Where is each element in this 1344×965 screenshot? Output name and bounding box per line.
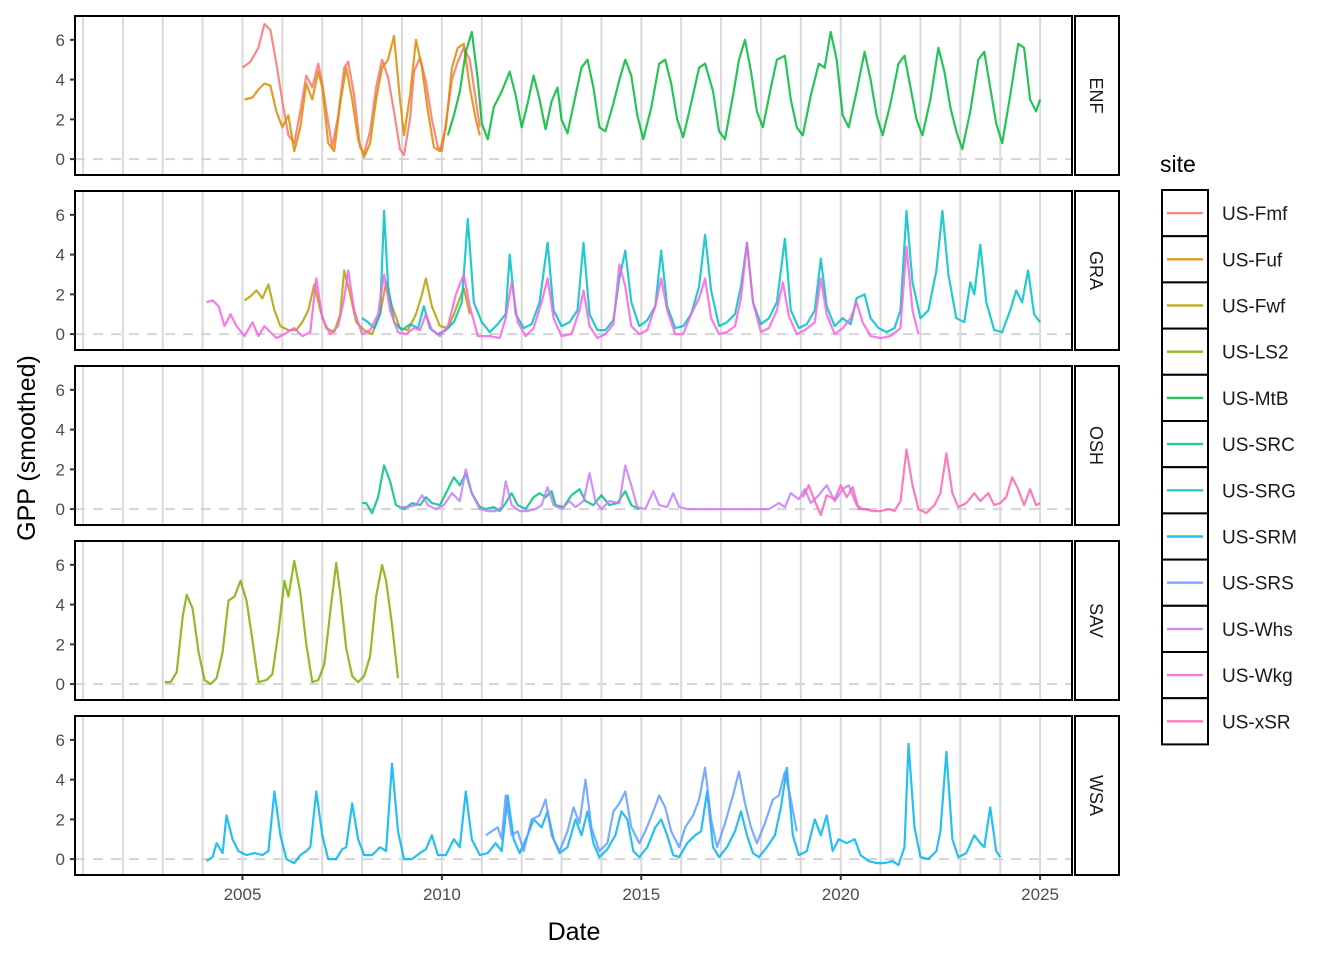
y-tick-label: 0 <box>56 850 65 869</box>
y-tick-label: 0 <box>56 150 65 169</box>
facet-strip-label: SAV <box>1086 603 1106 638</box>
y-tick-label: 2 <box>56 810 65 829</box>
x-axis: 2005 2010 2015 2020 2025 <box>224 875 1059 904</box>
facet-panel-osh: 0 2 4 6 OSH <box>56 365 1120 526</box>
x-axis-title: Date <box>548 918 601 946</box>
y-tick-label: 4 <box>56 421 65 440</box>
legend-label: US-xSR <box>1222 712 1291 733</box>
x-tick-label: 2025 <box>1021 885 1059 904</box>
y-tick-label: 6 <box>56 731 65 750</box>
y-tick-label: 6 <box>56 381 65 400</box>
legend-label: US-LS2 <box>1222 343 1289 364</box>
legend-entry-us-xsr: US-xSR <box>1161 697 1291 746</box>
legend-label: US-Fwf <box>1222 297 1286 318</box>
legend-title: site <box>1160 151 1196 177</box>
facet-strip-label: OSH <box>1086 426 1106 465</box>
legend-label: US-SRC <box>1222 435 1295 456</box>
series-line-us-srm <box>205 742 1002 867</box>
series-line-us-xsr <box>801 448 1041 517</box>
y-tick-label: 6 <box>56 206 65 225</box>
series-line-us-fuf <box>244 34 481 159</box>
facet-strip <box>1074 190 1120 351</box>
x-tick-label: 2010 <box>423 885 461 904</box>
x-tick-label: 2005 <box>224 885 262 904</box>
facet-panel-sav: 0 2 4 6 SAV <box>56 540 1120 701</box>
series-line-us-wkg <box>206 241 920 340</box>
y-tick-label: 6 <box>56 556 65 575</box>
legend-label: US-Wkg <box>1222 666 1293 687</box>
facet-strip <box>1074 540 1120 701</box>
facet-panels: 0 2 4 6 ENF 0 2 4 6 GRA 0 2 4 6 OSH 0 2 4 6 SAV 0 2 4 6 WSA <box>56 15 1120 876</box>
series-line-us-ls2 <box>164 559 400 686</box>
facet-panel-wsa: 0 2 4 6 WSA <box>56 715 1120 876</box>
legend-entry-us-fmf: US-Fmf <box>1161 189 1288 238</box>
legend: site US-Fmf US-Fuf US-Fwf US-LS2 US-MtB US-SR… <box>1160 151 1297 746</box>
y-tick-label: 2 <box>56 110 65 129</box>
legend-entry-us-fuf: US-Fuf <box>1161 235 1283 284</box>
facet-strip <box>1074 715 1120 876</box>
panel-border <box>74 365 1073 526</box>
legend-entry-us-fwf: US-Fwf <box>1161 281 1286 330</box>
x-tick-label: 2020 <box>822 885 860 904</box>
facet-panel-enf: 0 2 4 6 ENF <box>56 15 1120 176</box>
legend-entry-us-mtb: US-MtB <box>1161 373 1289 422</box>
y-tick-label: 0 <box>56 325 65 344</box>
y-tick-label: 2 <box>56 460 65 479</box>
facet-strip <box>1074 365 1120 526</box>
series-line-us-srg <box>361 209 1041 336</box>
y-tick-label: 0 <box>56 675 65 694</box>
y-tick-label: 4 <box>56 771 65 790</box>
series-line-us-mtb <box>446 30 1042 151</box>
facet-strip-label: WSA <box>1086 775 1106 816</box>
legend-label: US-Whs <box>1222 620 1293 641</box>
legend-entry-us-srm: US-SRM <box>1161 512 1297 561</box>
facet-strip <box>1074 15 1120 176</box>
legend-label: US-SRM <box>1222 528 1297 549</box>
legend-entry-us-whs: US-Whs <box>1161 604 1293 653</box>
y-tick-label: 4 <box>56 71 65 90</box>
legend-entry-us-src: US-SRC <box>1161 420 1295 469</box>
series-line-us-srs <box>485 766 798 853</box>
panel-border <box>74 190 1073 351</box>
legend-entry-us-ls2: US-LS2 <box>1161 327 1289 376</box>
legend-label: US-SRS <box>1222 574 1294 595</box>
series-line-us-src <box>362 464 640 515</box>
panel-border <box>74 15 1073 176</box>
legend-entry-us-srs: US-SRS <box>1161 558 1294 607</box>
panel-border <box>74 540 1073 701</box>
legend-entry-us-srg: US-SRG <box>1161 466 1296 515</box>
legend-entry-us-wkg: US-Wkg <box>1161 651 1293 700</box>
series-line-us-fmf <box>241 22 481 157</box>
legend-label: US-SRG <box>1222 481 1296 502</box>
facet-strip-label: GRA <box>1086 251 1106 290</box>
facet-strip-label: ENF <box>1086 78 1106 114</box>
legend-label: US-Fuf <box>1222 250 1283 271</box>
facet-panel-gra: 0 2 4 6 GRA <box>56 190 1120 351</box>
y-tick-label: 6 <box>56 31 65 50</box>
legend-label: US-MtB <box>1222 389 1289 410</box>
y-tick-label: 4 <box>56 246 65 265</box>
y-tick-label: 2 <box>56 635 65 654</box>
y-tick-label: 4 <box>56 596 65 615</box>
y-tick-label: 0 <box>56 500 65 519</box>
y-axis-title: GPP (smoothed) <box>13 355 41 541</box>
series-line-us-fwf <box>243 269 471 336</box>
legend-label: US-Fmf <box>1222 204 1288 225</box>
series-line-us-whs <box>400 464 869 513</box>
panel-border <box>74 715 1073 876</box>
legend-entries: US-Fmf US-Fuf US-Fwf US-LS2 US-MtB US-SRC US-S… <box>1161 189 1297 746</box>
x-tick-label: 2015 <box>622 885 660 904</box>
y-tick-label: 2 <box>56 285 65 304</box>
